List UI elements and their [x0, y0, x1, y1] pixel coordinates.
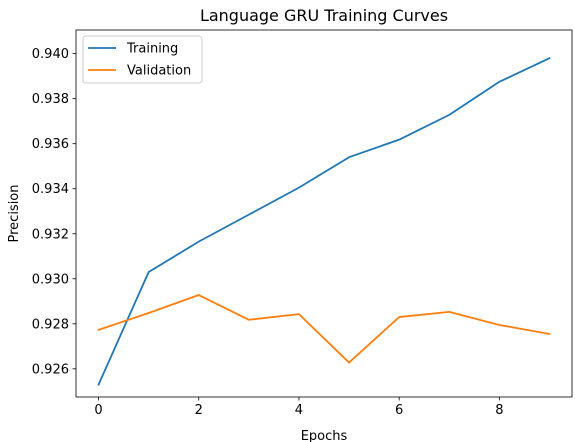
legend: Training Validation: [82, 35, 203, 84]
y-tick-label: 0.936: [32, 137, 69, 152]
y-tick-label: 0.940: [32, 47, 69, 62]
y-tick-label: 0.938: [32, 92, 69, 107]
x-tick-label: 6: [395, 403, 403, 418]
plot-area: 0 2 4 6 8 0.926 0.928 0.930 0.932 0.934 0.936 0.938…: [32, 47, 551, 418]
x-tick-label: 0: [94, 403, 102, 418]
y-axis-label: Precision: [7, 184, 22, 242]
chart-title: Language GRU Training Curves: [200, 6, 448, 25]
y-tick-label: 0.934: [32, 182, 69, 197]
y-tick-label: 0.926: [32, 362, 69, 377]
legend-label: Validation: [127, 64, 191, 79]
legend-label: Training: [126, 42, 178, 57]
y-tick-label: 0.930: [32, 272, 69, 287]
y-tick-label: 0.928: [32, 317, 69, 332]
series-line-validation: [97, 294, 551, 364]
x-axis-label: Epochs: [301, 429, 348, 442]
x-tick-label: 8: [495, 403, 503, 418]
y-tick-label: 0.932: [32, 227, 69, 242]
series-line-training: [97, 56, 551, 386]
x-tick-label: 2: [195, 403, 203, 418]
x-tick-label: 4: [295, 403, 303, 418]
axes-frame: [75, 29, 573, 398]
